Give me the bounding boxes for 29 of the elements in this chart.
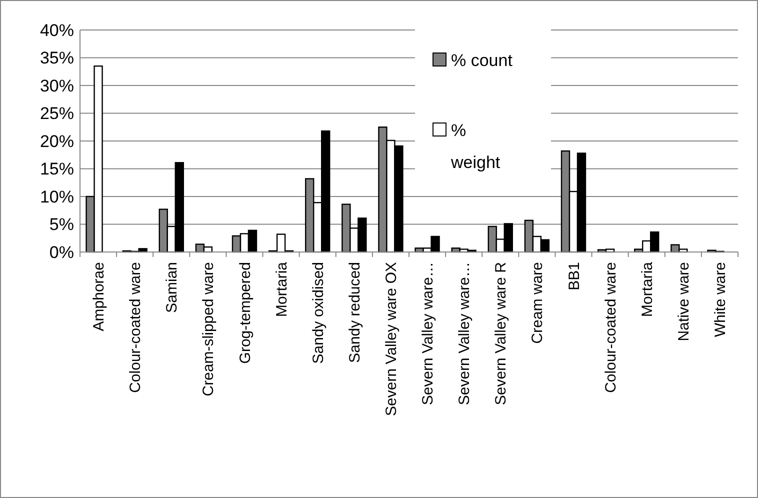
y-tick-label: 35% [40, 48, 74, 68]
x-tick-label: BB1 [566, 262, 583, 290]
legend-label: % count [451, 50, 513, 70]
x-tick-label: Grog-tempered [236, 262, 254, 364]
x-tick-label: Severn Valley ware… [420, 262, 437, 406]
x-tick-label: Mortaria [638, 261, 656, 318]
x-tick-label: Samian [164, 262, 181, 313]
y-tick-label: 40% [40, 20, 74, 40]
x-tick-label: Mortaria [273, 261, 290, 318]
x-tick-label: Sandy oxidised [310, 262, 327, 364]
x-tick-label: Severn Valley ware… [456, 262, 474, 406]
x-tick-label: Native ware [675, 262, 692, 342]
x-tick-label: Colour-coated ware [602, 262, 620, 393]
y-tick-label: 0% [49, 242, 74, 262]
y-tick-label: 15% [40, 160, 74, 179]
x-tick-label: Severn Valley ware OX [382, 262, 400, 416]
x-tick-label: Amphorae [90, 262, 108, 332]
x-tick-label: Severn Valley ware R [492, 262, 510, 406]
x-tick-label: White ware [712, 262, 729, 338]
y-tick-label: 25% [40, 104, 74, 124]
y-tick-label: 5% [49, 215, 74, 234]
x-tick-label: Cream-slipped ware [200, 262, 218, 396]
x-tick-label: Sandy reduced [346, 262, 364, 363]
x-tick-label: Cream ware [529, 262, 546, 344]
y-tick-label: 10% [40, 187, 74, 206]
y-tick-label: 20% [40, 132, 74, 151]
legend-label: % weight [450, 120, 500, 172]
x-tick-label: Colour-coated ware [127, 262, 144, 393]
y-tick-label: 30% [40, 76, 74, 96]
